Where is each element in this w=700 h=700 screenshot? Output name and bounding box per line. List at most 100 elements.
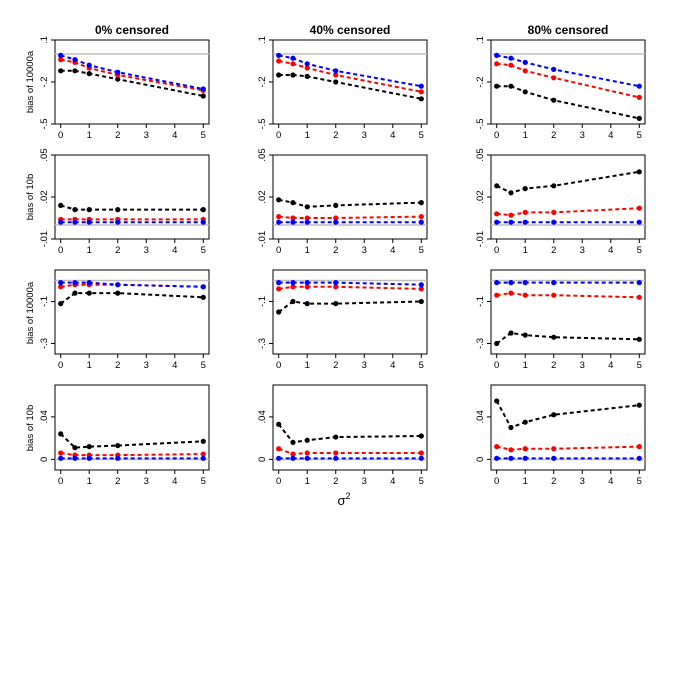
plot-frame <box>54 154 210 240</box>
y-tick-label: -.1 <box>475 296 486 307</box>
data-point <box>72 280 78 286</box>
data-point <box>276 455 282 461</box>
x-axis: 0 1 2 3 4 5 <box>276 470 424 487</box>
data-point <box>200 294 206 300</box>
data-point <box>494 398 500 404</box>
data-point <box>290 451 296 457</box>
data-point <box>58 284 64 290</box>
data-point <box>636 402 642 408</box>
y-tick-label: -.01 <box>257 231 268 247</box>
data-point <box>72 455 78 461</box>
data-point <box>290 61 296 67</box>
row-ylabel-0: bias of 10000a <box>25 50 36 113</box>
data-point <box>333 219 339 225</box>
series-red <box>58 450 206 458</box>
data-point <box>290 200 296 206</box>
data-point <box>494 340 500 347</box>
data-point <box>115 282 121 288</box>
data-point <box>58 455 64 461</box>
data-point <box>290 439 296 445</box>
data-point <box>304 219 310 225</box>
y-tick-label: .1 <box>39 36 50 44</box>
plot-frame <box>272 39 428 125</box>
data-point <box>86 71 92 77</box>
x-tick-label: 4 <box>172 245 177 256</box>
data-point <box>508 83 514 89</box>
data-point <box>58 202 64 208</box>
data-point <box>276 446 282 452</box>
data-point <box>58 450 64 456</box>
x-tick-label: 1 <box>305 360 310 371</box>
series-red <box>58 57 206 93</box>
y-axis: -.01 .02 .05 <box>257 148 273 247</box>
data-point <box>200 219 206 225</box>
series-line <box>278 281 422 286</box>
data-point <box>58 280 64 286</box>
data-point <box>86 455 92 461</box>
data-point <box>522 455 528 461</box>
series-line <box>60 204 204 211</box>
series-black <box>58 202 206 213</box>
data-point <box>200 93 206 99</box>
x-tick-label: 2 <box>115 130 120 141</box>
data-point <box>522 59 528 65</box>
panel-r3-c0: 0 1 2 3 4 50.04 <box>39 384 210 487</box>
data-point <box>115 219 121 225</box>
plot-frame <box>272 384 428 471</box>
data-point <box>72 57 78 63</box>
x-tick-label: 1 <box>305 245 310 256</box>
x-tick-label: 4 <box>172 476 177 487</box>
data-point <box>418 83 424 89</box>
x-tick-label: 3 <box>144 130 149 141</box>
series-red <box>276 446 424 457</box>
x-tick-label: 2 <box>333 245 338 256</box>
y-tick-label: -.5 <box>257 118 268 129</box>
column-title-1: 40% censored <box>310 23 391 37</box>
panel-r0-c1: 0 1 2 3 4 5 -.5 -.2 .1 <box>257 36 428 141</box>
series-red <box>494 61 642 100</box>
y-tick-label: .1 <box>475 36 486 44</box>
data-point <box>58 52 64 59</box>
data-point <box>200 451 206 457</box>
series-line <box>277 423 422 444</box>
x-tick-label: 1 <box>305 130 310 141</box>
x-tick-label: 0 <box>58 130 63 141</box>
series-line <box>278 198 422 208</box>
data-point <box>551 219 557 225</box>
x-tick-label: 4 <box>608 476 613 487</box>
x-tick-label: 2 <box>551 360 556 371</box>
data-point <box>200 86 206 92</box>
data-point <box>418 433 424 439</box>
x-axis: 0 1 2 3 4 5 <box>494 354 642 371</box>
x-tick-label: 0 <box>276 360 281 371</box>
y-tick-label: -.3 <box>39 338 50 349</box>
y-axis: -.5 -.2 .1 <box>39 36 55 130</box>
series-blue <box>276 280 424 288</box>
data-point <box>86 280 92 286</box>
data-point <box>276 421 282 427</box>
data-point <box>636 205 642 211</box>
y-tick-label: 0 <box>39 457 50 462</box>
data-point <box>290 455 296 461</box>
series-black <box>276 72 424 102</box>
data-point <box>636 444 642 450</box>
data-point <box>418 219 424 225</box>
panel-r0-c0: 0 1 2 3 4 5 -.5 -.2 .1 <box>39 36 210 141</box>
data-point <box>508 447 514 453</box>
x-tick-label: 0 <box>276 130 281 141</box>
series-line <box>496 62 640 99</box>
series-black <box>494 330 642 347</box>
x-tick-label: 5 <box>201 245 206 256</box>
data-point <box>522 209 528 215</box>
data-point <box>494 61 500 67</box>
y-axis: -.3 -.1 <box>257 296 273 349</box>
row-ylabel-2: bias of 10000a <box>25 281 36 344</box>
x-tick-label: 1 <box>87 360 92 371</box>
data-point <box>333 215 339 221</box>
data-point <box>333 68 339 74</box>
series-blue <box>276 219 424 225</box>
data-point <box>418 89 424 95</box>
data-point <box>58 301 64 307</box>
series-blue <box>494 219 642 225</box>
y-axis: 0.04 <box>257 410 273 462</box>
